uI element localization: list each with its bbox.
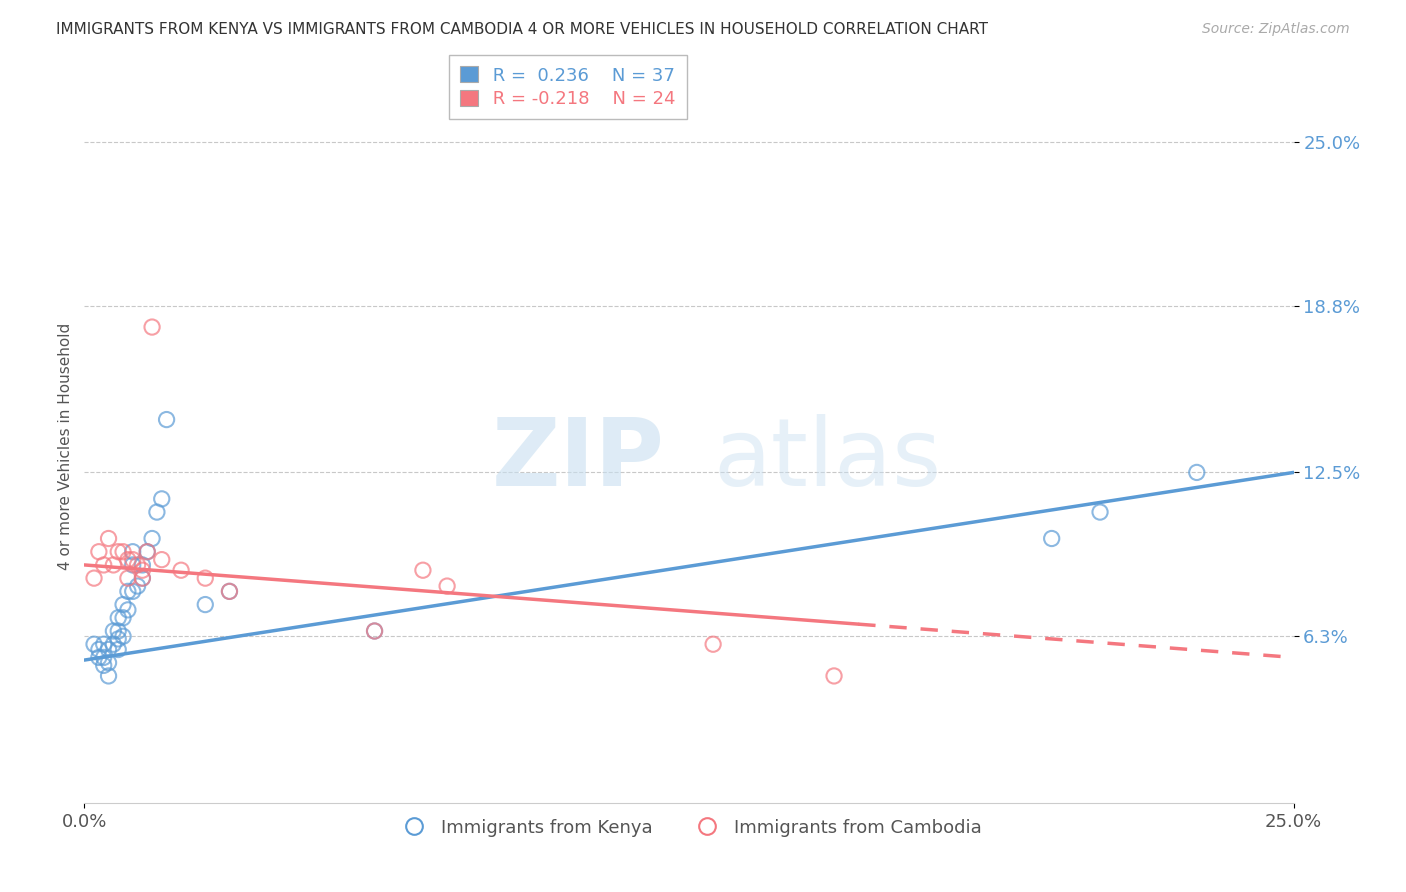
Point (170, 563, 193, 577)
Point (93, 658, 115, 673)
Point (141, 532, 163, 546)
Point (146, 505, 169, 519)
Point (107, 545, 129, 559)
Text: ZIP: ZIP (492, 414, 665, 507)
Point (112, 611, 135, 625)
Point (150, 491, 173, 506)
Point (117, 584, 139, 599)
Point (117, 571, 139, 585)
Text: IMMIGRANTS FROM KENYA VS IMMIGRANTS FROM CAMBODIA 4 OR MORE VEHICLES IN HOUSEHOL: IMMIGRANTS FROM KENYA VS IMMIGRANTS FROM… (56, 22, 988, 37)
Point (83, 571, 105, 585)
Point (363, 624, 385, 638)
Point (87, 642, 110, 657)
Point (131, 571, 153, 585)
Point (117, 603, 139, 617)
Point (131, 558, 153, 572)
Point (702, 637, 724, 651)
Point (93, 650, 115, 665)
Point (103, 637, 125, 651)
Point (87, 650, 110, 665)
Point (127, 579, 149, 593)
Point (150, 552, 173, 566)
Text: Source: ZipAtlas.com: Source: ZipAtlas.com (1202, 22, 1350, 37)
Point (131, 563, 153, 577)
Point (121, 552, 143, 566)
Point (412, 563, 434, 577)
Point (194, 598, 217, 612)
Point (112, 598, 135, 612)
Point (121, 584, 143, 599)
Point (97, 669, 120, 683)
Point (363, 624, 385, 638)
Point (107, 632, 129, 646)
Point (436, 579, 458, 593)
Point (136, 545, 159, 559)
Point (107, 624, 129, 638)
Point (218, 584, 240, 599)
Point (97, 532, 120, 546)
Point (218, 584, 240, 599)
Point (83, 637, 105, 651)
Point (136, 545, 159, 559)
Point (103, 558, 125, 572)
Point (1040, 532, 1063, 546)
Point (93, 558, 115, 572)
Point (107, 642, 129, 657)
Point (112, 629, 135, 643)
Point (107, 611, 129, 625)
Point (97, 656, 120, 670)
Point (103, 624, 125, 638)
Point (141, 320, 163, 334)
Point (117, 552, 139, 566)
Point (93, 637, 115, 651)
Y-axis label: 4 or more Vehicles in Household: 4 or more Vehicles in Household (58, 322, 73, 570)
Text: atlas: atlas (713, 414, 942, 507)
Point (155, 412, 177, 426)
Point (121, 558, 143, 572)
Point (1185, 466, 1208, 480)
Point (112, 545, 135, 559)
Point (823, 669, 845, 683)
Point (194, 571, 217, 585)
Point (127, 558, 149, 572)
Point (87, 545, 110, 559)
Point (121, 545, 143, 559)
Legend: Immigrants from Kenya, Immigrants from Cambodia: Immigrants from Kenya, Immigrants from C… (389, 812, 988, 844)
Point (97, 642, 120, 657)
Point (131, 571, 153, 585)
Point (1088, 505, 1111, 519)
